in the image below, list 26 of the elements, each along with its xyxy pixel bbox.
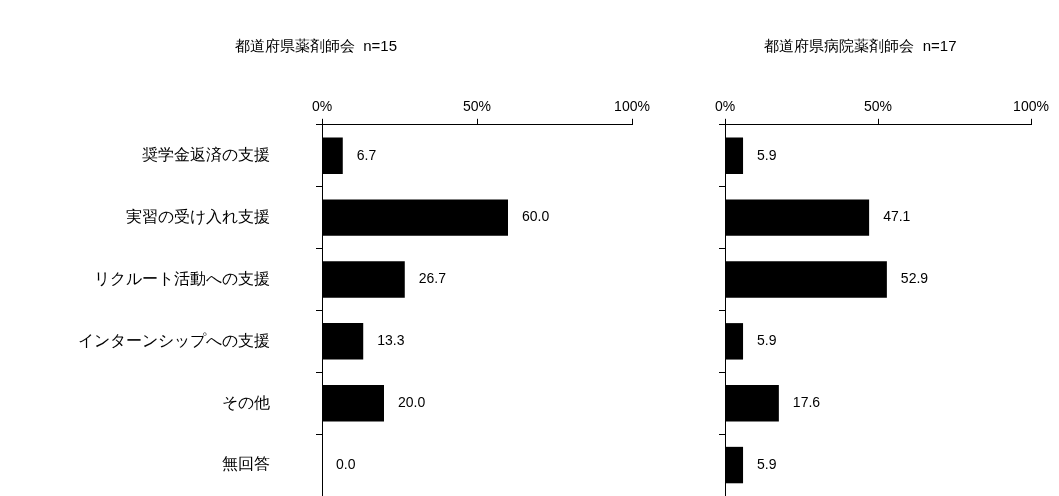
y-tick-label: インターンシップへの支援 xyxy=(78,331,270,349)
x-tick-label: 0% xyxy=(311,98,333,115)
data-label: 5.9 xyxy=(757,146,777,163)
data-label: 5.9 xyxy=(757,332,777,349)
y-tick-label: 奨学金返済の支援 xyxy=(142,146,270,164)
chart-title: 都道府県薬剤師会 n=15 xyxy=(234,37,398,55)
y-tick-label: リクルート活動への支援 xyxy=(94,269,270,287)
x-tick-label: 0% xyxy=(714,98,736,115)
data-label: 17.6 xyxy=(792,394,821,411)
data-label: 60.0 xyxy=(522,208,550,225)
data-label: 6.7 xyxy=(356,146,377,163)
y-tick-label: 無回答 xyxy=(222,455,270,473)
x-tick-label: 50% xyxy=(462,98,492,115)
chart-title: 都道府県病院薬剤師会 n=17 xyxy=(764,37,957,55)
data-label: 52.9 xyxy=(900,270,929,287)
data-label: 5.9 xyxy=(757,455,777,472)
data-label: 47.1 xyxy=(883,208,911,225)
data-label: 13.3 xyxy=(377,332,405,349)
x-tick-label: 100% xyxy=(1013,98,1049,115)
data-label: 26.7 xyxy=(418,270,447,287)
data-label: 0.0 xyxy=(336,455,356,472)
x-tick-label: 100% xyxy=(614,98,650,115)
x-tick-label: 50% xyxy=(863,98,893,115)
data-label: 20.0 xyxy=(398,394,426,411)
y-tick-label: その他 xyxy=(222,393,270,411)
y-tick-label: 実習の受け入れ支援 xyxy=(126,208,270,226)
